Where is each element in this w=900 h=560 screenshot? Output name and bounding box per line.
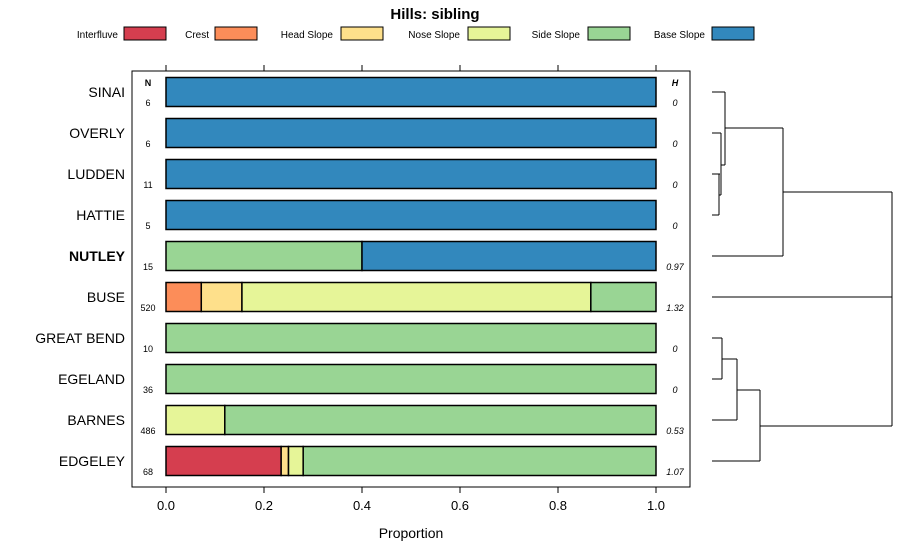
row-label-sinai: SINAI <box>88 84 125 100</box>
bar-segment-nutley-base-slope <box>361 240 657 272</box>
n-value-sinai: 6 <box>145 98 150 108</box>
h-value-buse: 1.32 <box>666 303 684 313</box>
x-tick-label: 0.4 <box>353 498 371 513</box>
h-value-barnes: 0.53 <box>666 426 684 436</box>
n-value-buse: 520 <box>140 303 155 313</box>
n-value-barnes: 486 <box>140 426 155 436</box>
x-tick-label: 0.0 <box>157 498 175 513</box>
bar-segment-edgeley-nose-slope <box>287 445 304 477</box>
n-header: N <box>145 78 152 88</box>
bar-segment-buse-crest <box>165 281 203 313</box>
dendrogram <box>712 91 893 462</box>
row-label-edgeley: EDGELEY <box>59 453 126 469</box>
legend-label-nose-slope: Nose Slope <box>408 30 460 41</box>
h-value-great-bend: 0 <box>672 344 677 354</box>
legend-label-base-slope: Base Slope <box>654 30 706 41</box>
n-value-edgeley: 68 <box>143 467 153 477</box>
x-tick-label: 0.2 <box>255 498 273 513</box>
bar-segment-edgeley-side-slope <box>302 445 657 477</box>
row-label-hattie: HATTIE <box>76 207 125 223</box>
legend-label-head-slope: Head Slope <box>281 30 334 41</box>
bars: SINAI 6 0 OVERLY 6 0 LUDDEN 11 0 HATTIE 5 0 NUTLEY 15… <box>35 76 685 477</box>
h-value-sinai: 0 <box>672 98 677 108</box>
row-label-great-bend: GREAT BEND <box>35 330 125 346</box>
h-value-nutley: 0.97 <box>666 262 685 272</box>
row-label-barnes: BARNES <box>67 412 125 428</box>
bar-segment-edgeley-interfluve <box>165 445 282 477</box>
bar-segment-barnes-side-slope <box>224 404 657 436</box>
legend-label-side-slope: Side Slope <box>532 30 581 41</box>
legend: Interfluve Crest Head Slope Nose Slope Side … <box>77 26 755 41</box>
n-value-nutley: 15 <box>143 262 153 272</box>
bar-segment-edgeley-head-slope <box>280 445 290 477</box>
chart-title: Hills: sibling <box>390 6 479 23</box>
row-label-egeland: EGELAND <box>58 371 125 387</box>
row-label-buse: BUSE <box>87 289 125 305</box>
bar-segment-great-bend-side-slope <box>165 322 657 354</box>
row-label-overly: OVERLY <box>69 125 125 141</box>
h-header: H <box>672 78 679 88</box>
h-value-ludden: 0 <box>672 180 677 190</box>
bar-segment-sinai-base-slope <box>165 76 657 108</box>
legend-swatch-nose-slope <box>467 26 511 41</box>
n-value-egeland: 36 <box>143 385 153 395</box>
x-tick-label: 1.0 <box>647 498 665 513</box>
bar-segment-ludden-base-slope <box>165 158 657 190</box>
legend-swatch-base-slope <box>711 26 755 41</box>
h-value-egeland: 0 <box>672 385 677 395</box>
n-value-hattie: 5 <box>145 221 150 231</box>
bar-segment-buse-side-slope <box>590 281 657 313</box>
n-value-great-bend: 10 <box>143 344 153 354</box>
legend-swatch-crest <box>214 26 258 41</box>
n-value-ludden: 11 <box>143 180 152 190</box>
n-value-overly: 6 <box>145 139 150 149</box>
legend-swatch-head-slope <box>340 26 384 41</box>
plot-frame <box>131 70 691 488</box>
h-value-overly: 0 <box>672 139 677 149</box>
legend-swatch-side-slope <box>587 26 631 41</box>
legend-swatch-interfluve <box>123 26 167 41</box>
h-value-edgeley: 1.07 <box>666 467 685 477</box>
h-value-hattie: 0 <box>672 221 677 231</box>
legend-label-crest: Crest <box>185 30 209 41</box>
bar-segment-buse-nose-slope <box>241 281 592 313</box>
bar-segment-nutley-side-slope <box>165 240 363 272</box>
bar-segment-barnes-nose-slope <box>165 404 226 436</box>
bar-segment-egeland-side-slope <box>165 363 657 395</box>
axes: 0.0 0.2 0.4 0.6 0.8 1.0 <box>157 65 665 513</box>
x-tick-label: 0.6 <box>451 498 469 513</box>
bar-segment-buse-head-slope <box>200 281 243 313</box>
row-label-ludden: LUDDEN <box>67 166 125 182</box>
legend-label-interfluve: Interfluve <box>77 30 119 41</box>
bar-segment-hattie-base-slope <box>165 199 657 231</box>
row-label-nutley: NUTLEY <box>69 248 126 264</box>
x-tick-label: 0.8 <box>549 498 567 513</box>
x-axis-label: Proportion <box>379 525 444 541</box>
bar-segment-overly-base-slope <box>165 117 657 149</box>
